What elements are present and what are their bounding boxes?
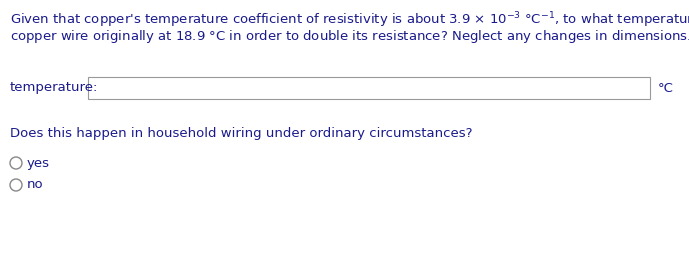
Circle shape [10, 179, 22, 191]
Text: temperature:: temperature: [10, 81, 99, 94]
Text: yes: yes [27, 156, 50, 169]
Text: °C: °C [658, 81, 674, 94]
Text: Does this happen in household wiring under ordinary circumstances?: Does this happen in household wiring und… [10, 127, 473, 140]
Circle shape [10, 157, 22, 169]
Text: copper wire originally at 18.9 $\degree$C in order to double its resistance? Neg: copper wire originally at 18.9 $\degree$… [10, 28, 689, 45]
FancyBboxPatch shape [88, 77, 650, 99]
Text: no: no [27, 178, 43, 192]
Text: Given that copper's temperature coefficient of resistivity is about 3.9 $\times$: Given that copper's temperature coeffici… [10, 10, 689, 30]
